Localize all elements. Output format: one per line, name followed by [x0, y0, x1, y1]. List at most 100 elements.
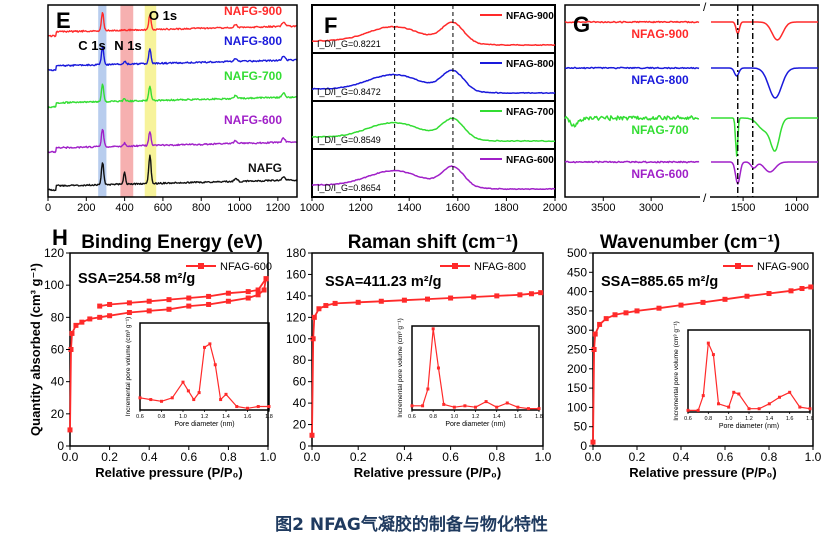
series-line-nfag-700-seg1 — [711, 117, 818, 157]
inset-x-tick-label: 1.2 — [745, 416, 753, 422]
inset-point — [808, 407, 812, 411]
inset-point — [701, 394, 705, 398]
data-point — [309, 432, 315, 438]
data-point — [603, 316, 609, 322]
inset-x-tick-label: 1.6 — [514, 414, 522, 420]
inset-point — [505, 401, 509, 405]
data-point — [538, 290, 544, 296]
o1s-band — [144, 5, 157, 197]
inset-x-tick-label: 1.6 — [786, 416, 794, 422]
legend-nafg-700: NAFG-700 — [224, 69, 282, 83]
data-point — [245, 295, 251, 301]
y-tick-label: 100 — [286, 332, 306, 346]
y-tick-label: 40 — [293, 396, 307, 410]
x-axis-title-h2: Relative pressure (P/P₀) — [354, 465, 501, 480]
data-point — [597, 321, 603, 327]
y-tick-label: 200 — [567, 362, 587, 376]
series-line-nfag-800 — [311, 69, 556, 95]
peak-label-2: O 1s — [149, 8, 177, 23]
data-point — [788, 288, 794, 294]
panel-label-f: F — [324, 13, 337, 38]
y-tick-label: 140 — [286, 289, 306, 303]
y-tick-label: 50 — [574, 420, 588, 434]
data-point — [73, 322, 79, 328]
x-tick-label: 1200 — [348, 202, 372, 214]
ssa-label-h: SSA=254.58 m²/g — [78, 271, 195, 287]
inset-frame-h — [139, 322, 270, 411]
data-point — [528, 291, 534, 297]
inset-point — [495, 405, 499, 409]
x-tick-label: 1.0 — [805, 450, 822, 464]
x-tick-label: 0.0 — [62, 450, 79, 464]
data-point — [722, 296, 728, 302]
y-tick-label: 150 — [567, 381, 587, 395]
data-point — [355, 299, 361, 305]
x-tick-label: 200 — [77, 202, 95, 214]
x-tick-label: 0.6 — [442, 450, 459, 464]
y-tick-label: 350 — [567, 304, 587, 318]
data-point — [107, 313, 113, 319]
y-tick-label: 160 — [286, 267, 306, 281]
inset-x-tick-label: 1.4 — [766, 416, 774, 422]
x-tick-label: 0.0 — [304, 450, 321, 464]
inset-point — [160, 399, 163, 403]
plot-frame-g — [564, 4, 819, 198]
legend-nfag-800: NFAG-800 — [506, 59, 554, 70]
inset-x-tick-label: 0.8 — [158, 414, 166, 420]
inset-point — [778, 395, 781, 399]
inset-line-h — [139, 343, 269, 409]
series-line-nafg — [47, 154, 298, 192]
y-tick-label: 100 — [567, 400, 587, 414]
inset-x-tick-label: 1.4 — [222, 414, 230, 420]
ssa-label-h2: SSA=411.23 m²/g — [325, 274, 441, 290]
inset-point — [537, 407, 541, 411]
y-tick-label: 80 — [51, 310, 65, 324]
data-point — [255, 292, 261, 298]
x-tick-label: 0.4 — [141, 450, 158, 464]
x-tick-label: 0.8 — [761, 450, 778, 464]
legend-nfag-800: NFAG-800 — [631, 73, 689, 87]
data-point — [67, 427, 73, 433]
legend-nfag-700: NFAG-700 — [631, 123, 689, 137]
axis-break-mask — [700, 3, 710, 199]
data-point — [261, 287, 267, 293]
ratio-label-2: I_D/I_G=0.8549 — [317, 135, 381, 145]
adsorption-line-h3 — [592, 286, 811, 443]
figure-caption: 图2 NFAG气凝胶的制备与物化特性 — [275, 515, 548, 535]
data-point — [401, 297, 407, 303]
c1s-band — [98, 5, 107, 197]
x-tick-label: 1500 — [731, 202, 755, 214]
inset-frame-h3 — [687, 329, 811, 413]
series-line-nfag-600-seg1 — [711, 161, 818, 185]
data-point — [97, 303, 103, 309]
axis-break-top: / — [703, 0, 707, 14]
inset-point — [711, 353, 715, 357]
data-point — [592, 331, 598, 337]
inset-point — [452, 405, 456, 409]
inset-point — [267, 405, 271, 409]
ratio-label-0: I_D/I_G=0.8221 — [317, 39, 381, 49]
x-axis-title-f: Raman shift (cm⁻¹) — [348, 232, 519, 253]
legend-nfag-900: NFAG-900 — [506, 11, 554, 22]
x-tick-label: 0.2 — [629, 450, 646, 464]
x-tick-label: 3000 — [639, 202, 663, 214]
inset-x-tick-label: 1.0 — [451, 414, 459, 420]
series-line-nafg-700 — [47, 83, 298, 109]
series-line-nfag-700 — [311, 117, 555, 143]
ratio-label-1: I_D/I_G=0.8472 — [317, 87, 381, 97]
x-tick-label: 600 — [154, 202, 172, 214]
data-point — [471, 294, 477, 300]
x-tick-label: 0 — [45, 202, 51, 214]
legend-nfag-700: NFAG-700 — [506, 107, 554, 118]
inset-x-tick-label: 1.4 — [493, 414, 501, 420]
inset-point — [213, 363, 217, 367]
data-point — [448, 295, 454, 301]
inset-point — [197, 391, 201, 395]
data-point — [206, 301, 212, 307]
legend-nfag-600: NFAG-600 — [220, 261, 272, 273]
legend-nafg-800: NAFG-800 — [224, 34, 282, 48]
data-point — [146, 308, 152, 314]
x-axis-title-h3: Relative pressure (P/P₀) — [629, 465, 776, 480]
y-tick-label: 180 — [286, 246, 306, 260]
x-tick-label: 1800 — [494, 202, 518, 214]
